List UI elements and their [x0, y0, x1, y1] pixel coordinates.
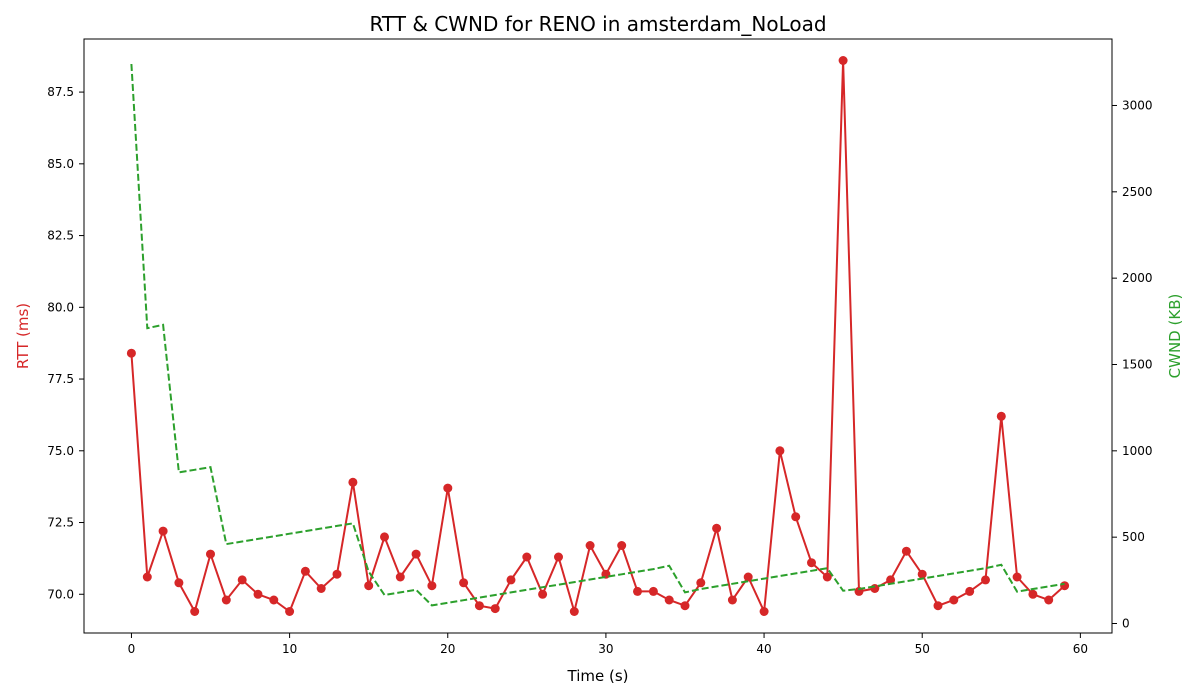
rtt-data-point [949, 595, 959, 605]
rtt-data-point [538, 589, 548, 599]
rtt-data-point [886, 575, 896, 585]
rtt-data-point [791, 512, 801, 522]
rtt-data-point [981, 575, 990, 585]
rtt-data-point [633, 586, 642, 596]
rtt-tick-label: 87.5 [47, 85, 74, 99]
chart-title: RTT & CWND for RENO in amsterdam_NoLoad [369, 12, 826, 36]
rtt-data-point [316, 584, 326, 593]
rtt-data-point [917, 569, 927, 579]
axes: 0 10 20 30 40 50 60 70.0 72.5 75.0 77.5 80.0 82.5 85.… [47, 38, 1153, 656]
rtt-data-point [569, 607, 579, 616]
cwnd-tick-label: 1500 [1122, 357, 1153, 371]
rtt-tick-label: 77.5 [47, 372, 74, 386]
rtt-data-point [822, 572, 832, 582]
rtt-data-point [759, 607, 769, 616]
rtt-data-point [427, 581, 437, 591]
rtt-data-point [933, 601, 943, 611]
rtt-data-point [838, 56, 848, 65]
cwnd-axis-label: CWND (KB) [1166, 294, 1184, 379]
rtt-data-point [142, 572, 152, 582]
rtt-data-point [1028, 589, 1038, 599]
rtt-data-point [459, 578, 469, 588]
rtt-data-point [648, 586, 658, 596]
rtt-data-point [554, 552, 563, 562]
rtt-data-point [158, 526, 168, 536]
cwnd-series-line [130, 63, 1065, 607]
rtt-data-point [680, 601, 690, 611]
rtt-data-point [1012, 572, 1022, 582]
rtt-data-point [807, 558, 816, 568]
cwnd-tick-label: 0 [1122, 617, 1130, 631]
rtt-tick-label: 70.0 [47, 587, 74, 601]
rtt-data-point [380, 532, 389, 542]
cwnd-tick-label: 2000 [1122, 271, 1153, 285]
plot-frame [83, 38, 1113, 634]
x-tick-label: 20 [440, 642, 455, 656]
rtt-data-point [190, 607, 200, 616]
rtt-tick-label: 82.5 [47, 229, 74, 243]
rtt-data-point [490, 604, 500, 614]
x-tick-label: 40 [756, 642, 771, 656]
rtt-data-point [221, 595, 231, 605]
x-tick-label: 50 [915, 642, 930, 656]
rtt-data-point [965, 586, 975, 596]
rtt-data-point [332, 569, 342, 579]
rtt-tick-label: 72.5 [47, 516, 74, 530]
rtt-data-point [617, 541, 627, 550]
rtt-data-point [696, 578, 706, 588]
plot-area [126, 56, 1070, 616]
rtt-data-point [506, 575, 516, 585]
rtt-data-point [775, 446, 785, 456]
cwnd-tick-label: 3000 [1122, 98, 1153, 112]
rtt-data-point [174, 578, 184, 588]
rtt-data-point [348, 477, 358, 487]
rtt-tick-label: 75.0 [47, 444, 74, 458]
rtt-data-point [269, 595, 279, 605]
rtt-data-point [522, 552, 532, 562]
rtt-data-point [474, 601, 484, 611]
rtt-data-point [285, 607, 295, 616]
rtt-data-point [253, 589, 263, 599]
rtt-data-point [996, 411, 1006, 421]
cwnd-tick-label: 2500 [1122, 185, 1153, 199]
x-tick-label: 60 [1073, 642, 1088, 656]
rtt-data-point [237, 575, 247, 585]
x-axis-label: Time (s) [567, 667, 629, 685]
rtt-data-point [727, 595, 737, 605]
cwnd-tick-label: 500 [1122, 530, 1145, 544]
x-tick-label: 0 [128, 642, 136, 656]
rtt-data-point [1044, 595, 1054, 605]
x-tick-label: 10 [282, 642, 297, 656]
rtt-data-point [712, 523, 722, 533]
rtt-data-point [364, 581, 374, 591]
rtt-data-point [443, 483, 453, 493]
x-tick-label: 30 [598, 642, 613, 656]
rtt-data-point [585, 541, 595, 550]
rtt-axis-label: RTT (ms) [14, 303, 32, 369]
rtt-data-point [300, 566, 310, 576]
rtt-data-point [411, 549, 421, 559]
rtt-tick-label: 85.0 [47, 157, 74, 171]
rtt-data-point [901, 546, 911, 556]
rtt-data-point [664, 595, 674, 605]
rtt-data-point [1060, 581, 1070, 591]
rtt-data-point [126, 348, 136, 358]
cwnd-tick-label: 1000 [1122, 444, 1153, 458]
rtt-data-point [743, 572, 753, 582]
rtt-data-point [395, 572, 405, 582]
rtt-tick-label: 80.0 [47, 300, 74, 314]
rtt-data-point [206, 549, 215, 559]
